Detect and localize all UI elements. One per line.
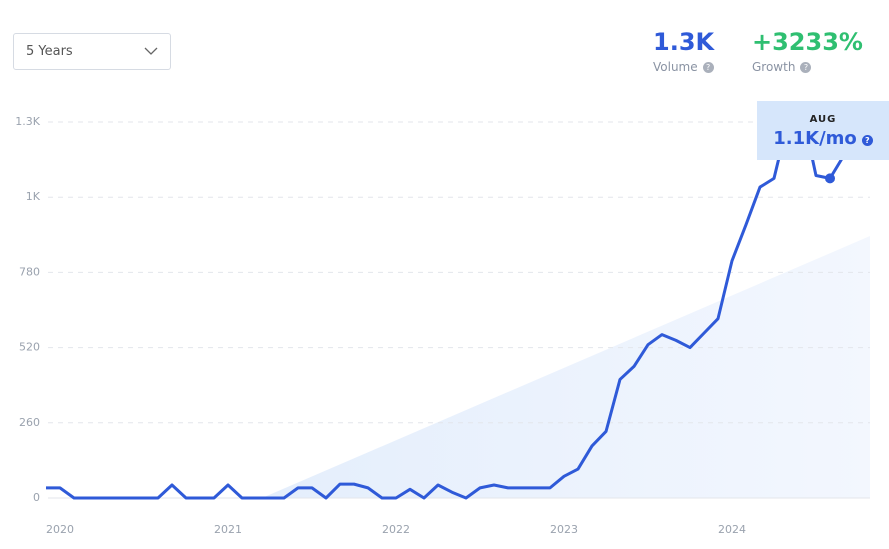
x-tick-label: 2023: [550, 523, 578, 536]
y-tick-label: 1.3K: [15, 115, 40, 128]
x-tick-label: 2022: [382, 523, 410, 536]
tooltip-value: 1.1K/mo: [773, 128, 857, 149]
chevron: [144, 47, 158, 55]
x-tick-label: 2020: [46, 523, 74, 536]
growth-stat: +3233% Growth?: [752, 28, 863, 74]
y-tick-label: 780: [19, 265, 40, 278]
y-tick-label: 520: [19, 341, 40, 354]
help-icon[interactable]: ?: [702, 62, 714, 73]
stat-value: 1.3K: [653, 28, 715, 56]
stat-label: Volume: [653, 60, 698, 74]
stat-label: Growth: [752, 60, 796, 74]
tooltip-month: AUG: [809, 114, 837, 125]
tooltip: AUG 1.1K/mo?: [757, 101, 889, 160]
y-tick-label: 1K: [26, 190, 41, 203]
line: [46, 108, 846, 500]
volume-stat: 1.3K Volume?: [653, 28, 714, 74]
trend-area: [262, 236, 870, 498]
point: [825, 173, 835, 184]
help-icon[interactable]: ?: [861, 135, 873, 146]
range-label: 5 Years: [26, 44, 73, 59]
y-tick-label: 260: [19, 416, 40, 429]
x-tick-label: 2024: [718, 523, 746, 536]
stat-value: +3233%: [752, 28, 863, 56]
x-tick-label: 2021: [214, 523, 242, 536]
y-tick-label: 0: [33, 491, 40, 504]
range-select[interactable]: 5 Years: [13, 33, 171, 70]
help-icon[interactable]: ?: [800, 62, 812, 73]
